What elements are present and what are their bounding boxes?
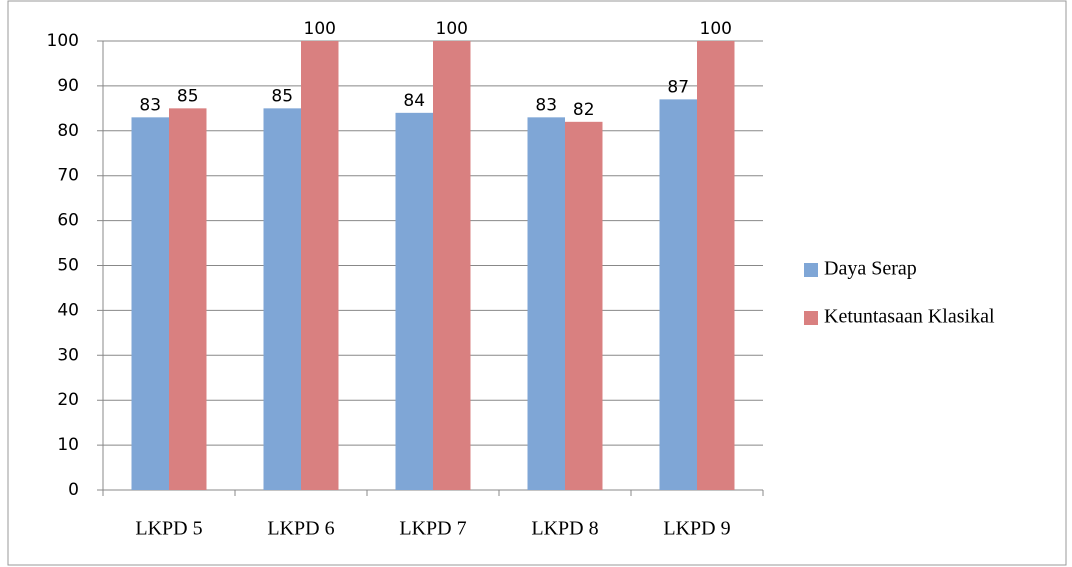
value-label: 83	[139, 95, 161, 115]
bar	[660, 99, 698, 490]
value-label: 82	[573, 100, 595, 120]
y-tick-label: 50	[57, 256, 79, 276]
x-tick-label: LKPD 5	[135, 518, 202, 540]
bar	[528, 117, 566, 490]
chart: 0 10 20 30 40 50 60 70 80 90 100 LKPD 5 83 85 LKPD 6 85…	[0, 0, 1072, 567]
bar	[132, 117, 170, 490]
x-tick-label: LKPD 7	[399, 518, 466, 540]
legend-label: Ketuntasaan Klasikal	[824, 306, 995, 328]
bar	[697, 41, 735, 490]
bar	[396, 113, 434, 490]
y-tick-label: 70	[57, 166, 79, 186]
x-tick-label: LKPD 6	[267, 518, 334, 540]
x-tick-label: LKPD 9	[663, 518, 730, 540]
value-label: 84	[403, 91, 425, 111]
legend-label: Daya Serap	[824, 258, 917, 280]
legend-swatch	[804, 263, 818, 277]
bar	[565, 122, 603, 490]
value-label: 83	[535, 95, 557, 115]
y-tick-label: 80	[57, 121, 79, 141]
x-tick-label: LKPD 8	[531, 518, 598, 540]
bar	[169, 108, 207, 490]
legend-swatch	[804, 311, 818, 325]
value-label: 100	[304, 19, 336, 39]
y-tick-label: 10	[57, 435, 79, 455]
y-tick-label: 40	[57, 300, 79, 320]
y-tick-label: 30	[57, 345, 79, 365]
y-tick-label: 60	[57, 211, 79, 231]
bar	[433, 41, 471, 490]
y-tick-label: 100	[47, 31, 79, 51]
y-tick-label: 90	[57, 76, 79, 96]
page: 0 10 20 30 40 50 60 70 80 90 100 LKPD 5 83 85 LKPD 6 85…	[0, 0, 1072, 567]
value-label: 85	[177, 86, 199, 106]
value-label: 100	[700, 19, 732, 39]
value-label: 100	[436, 19, 468, 39]
bar	[264, 108, 302, 490]
bar	[301, 41, 339, 490]
value-label: 87	[667, 77, 689, 97]
y-tick-label: 0	[68, 480, 79, 500]
value-label: 85	[271, 86, 293, 106]
y-tick-label: 20	[57, 390, 79, 410]
